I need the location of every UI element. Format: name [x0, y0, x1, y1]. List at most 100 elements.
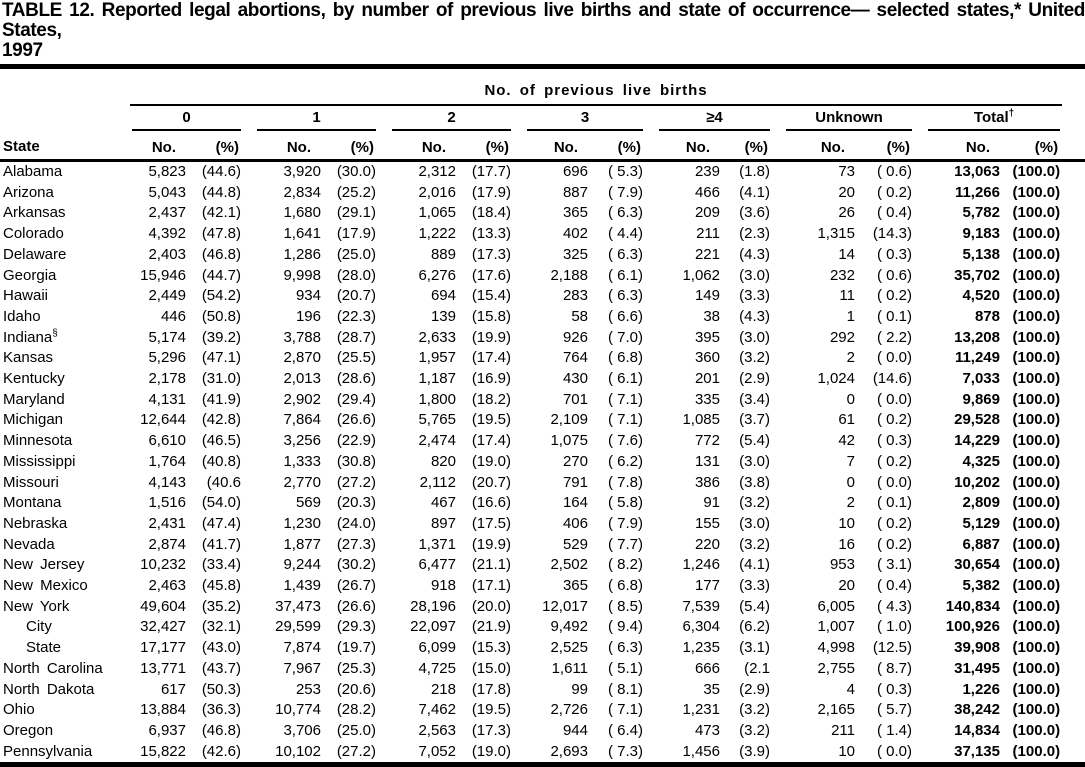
count-cell: 6,477 — [418, 556, 456, 574]
count-cell: 5,382 — [962, 577, 1000, 595]
percent-cell: (100.0) — [1012, 225, 1061, 243]
state-name: Colorado — [3, 225, 64, 243]
count-cell: 6,937 — [148, 721, 186, 739]
count-cell: 31,495 — [954, 659, 1000, 677]
filler-cell — [1062, 183, 1085, 204]
count-cell: 1,085 — [682, 411, 720, 429]
percent-cell: (2.9) — [739, 370, 770, 388]
percent-cell: (26.6) — [336, 411, 376, 429]
count-cell: 73 — [838, 163, 855, 180]
percent-cell: (100.0) — [1012, 514, 1061, 532]
percent-cell: (24.0) — [336, 514, 376, 532]
percent-cell: (44.6) — [201, 163, 241, 180]
count-cell: 30,654 — [954, 556, 1000, 574]
table-row: Maryland 4,131 (41.9) 2,902 (29.4) 1,800 (18.2… — [0, 390, 1085, 411]
count-cell: 7,462 — [418, 701, 456, 719]
percent-cell: (100.0) — [1012, 452, 1061, 470]
percent-cell: (14.6) — [872, 370, 912, 388]
table-header: State No. of previous live births 0 1 2 … — [0, 76, 1085, 162]
count-cell: 220 — [694, 535, 720, 553]
count-cell: 32,427 — [140, 618, 186, 636]
state-name: North Carolina — [3, 659, 103, 677]
subheader-pct: (%) — [1002, 131, 1063, 162]
percent-cell: (47.8) — [201, 225, 241, 243]
count-cell: 5,765 — [418, 411, 456, 429]
count-cell: 2,431 — [148, 514, 186, 532]
table-row: Missouri 4,143 (40.6 2,770 (27.2) 2,112 (20.7)… — [0, 473, 1085, 494]
percent-cell: (33.4) — [201, 556, 241, 574]
col-group-ge4: ≥4 — [645, 106, 772, 131]
table-row: Colorado 4,392 (47.8) 1,641 (17.9) 1,222 (13.3… — [0, 224, 1085, 245]
count-cell: 2,165 — [817, 701, 855, 719]
percent-cell: ( 0.3) — [876, 245, 912, 263]
percent-cell: (19.5) — [471, 701, 511, 719]
percent-cell: (100.0) — [1012, 597, 1061, 615]
count-cell: 3,256 — [283, 432, 321, 450]
percent-cell: (17.6) — [471, 266, 511, 284]
percent-cell: (3.1) — [739, 639, 770, 657]
table-row: Kansas 5,296 (47.1) 2,870 (25.5) 1,957 (17.4) 7… — [0, 348, 1085, 369]
count-cell: 2,178 — [148, 370, 186, 388]
percent-cell: (17.3) — [471, 721, 511, 739]
col-group-2-label: 2 — [447, 109, 456, 126]
filler-column — [1062, 76, 1085, 162]
table-row: Delaware 2,403 (46.8) 1,286 (25.0) 889 (17.3) 3… — [0, 245, 1085, 266]
percent-cell: (100.0) — [1002, 741, 1063, 767]
count-cell: 466 — [694, 183, 720, 201]
percent-cell: (100.0) — [1012, 349, 1061, 367]
percent-cell: ( 4.4) — [607, 225, 643, 243]
percent-cell: (15.8) — [471, 307, 511, 325]
count-cell: 5,043 — [148, 183, 186, 201]
count-cell: 7,874 — [283, 639, 321, 657]
percent-cell: ( 8.7) — [876, 659, 912, 677]
filler-cell — [1062, 493, 1085, 514]
percent-cell: (13.3) — [471, 225, 511, 243]
subheader-no: No. — [513, 131, 590, 162]
percent-cell: (100.0) — [1012, 535, 1061, 553]
count-cell: 164 — [562, 494, 588, 512]
percent-cell: ( 7.6) — [607, 432, 643, 450]
count-cell: 38,242 — [954, 701, 1000, 719]
count-cell: 100,926 — [945, 618, 1000, 636]
subheader-no: No. — [645, 131, 722, 162]
count-cell: 20 — [838, 183, 855, 201]
subheader-no: No. — [243, 131, 323, 162]
percent-cell: (20.3) — [336, 494, 376, 512]
percent-cell: ( 7.9) — [607, 514, 643, 532]
subheader-pct: (%) — [323, 131, 378, 162]
count-cell: 402 — [562, 225, 588, 243]
percent-cell: (25.5) — [336, 349, 376, 367]
subheader-pct: (%) — [188, 131, 243, 162]
table-row: Michigan 12,644 (42.8) 7,864 (26.6) 5,765 (19.… — [0, 410, 1085, 431]
percent-cell: (16.6) — [471, 494, 511, 512]
state-name: Pennsylvania — [0, 741, 130, 767]
percent-cell: (54.0) — [201, 494, 241, 512]
count-cell: 2,633 — [418, 328, 456, 346]
count-cell: 386 — [694, 473, 720, 491]
filler-cell — [1062, 535, 1085, 556]
percent-cell: (100.0) — [1012, 494, 1061, 512]
table-row: Alabama 5,823 (44.6) 3,920 (30.0) 2,312 (17.7)… — [0, 161, 1085, 183]
state-footnote-marker: § — [52, 327, 58, 339]
count-cell: 918 — [430, 577, 456, 595]
count-cell: 696 — [562, 163, 588, 180]
percent-cell: (21.1) — [471, 556, 511, 574]
percent-cell: (25.0) — [336, 245, 376, 263]
percent-cell: (28.6) — [336, 370, 376, 388]
percent-cell: (21.9) — [471, 618, 511, 636]
percent-cell: ( 6.3) — [607, 639, 643, 657]
percent-cell: ( 7.1) — [607, 411, 643, 429]
count-cell: 14 — [838, 245, 855, 263]
filler-cell — [1062, 369, 1085, 390]
percent-cell: (22.3) — [336, 307, 376, 325]
count-cell: 131 — [694, 452, 720, 470]
count-cell: 1,680 — [283, 204, 321, 222]
count-cell: 4,520 — [962, 287, 1000, 305]
subheader-no: No. — [378, 131, 458, 162]
percent-cell: (42.6) — [188, 741, 243, 767]
count-cell: 666 — [694, 659, 720, 677]
percent-cell: ( 0.2) — [876, 535, 912, 553]
percent-cell: (100.0) — [1012, 307, 1061, 325]
table-row: Mississippi 1,764 (40.8) 1,333 (30.8) 820 (19.… — [0, 452, 1085, 473]
count-cell: 270 — [562, 452, 588, 470]
